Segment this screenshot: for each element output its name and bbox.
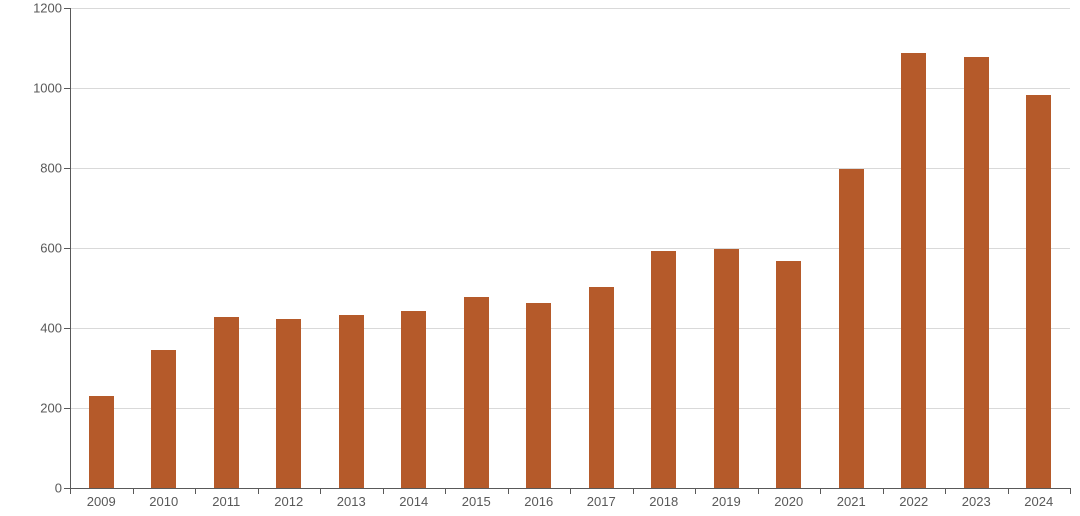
bar	[1026, 95, 1051, 488]
x-tick-label: 2009	[87, 488, 116, 509]
x-tick-label: 2022	[899, 488, 928, 509]
bar	[839, 169, 864, 488]
x-tick-label: 2010	[149, 488, 178, 509]
y-tick-label: 400	[40, 321, 70, 336]
x-axis	[70, 488, 1070, 489]
x-tick-label: 2024	[1024, 488, 1053, 509]
bar	[464, 297, 489, 488]
y-tick-label: 200	[40, 401, 70, 416]
x-tick-label: 2012	[274, 488, 303, 509]
x-tick-label: 2014	[399, 488, 428, 509]
x-tick-mark	[1070, 488, 1071, 494]
y-tick-label: 1000	[33, 81, 70, 96]
x-tick-label: 2020	[774, 488, 803, 509]
x-tick-label: 2018	[649, 488, 678, 509]
bar	[651, 251, 676, 488]
y-tick-label: 600	[40, 241, 70, 256]
x-tick-label: 2021	[837, 488, 866, 509]
x-tick-label: 2015	[462, 488, 491, 509]
bar	[214, 317, 239, 488]
bar	[714, 249, 739, 488]
bar	[964, 57, 989, 488]
bar	[151, 350, 176, 488]
x-tick-label: 2017	[587, 488, 616, 509]
y-tick-label: 1200	[33, 1, 70, 16]
x-tick-label: 2023	[962, 488, 991, 509]
x-tick-label: 2019	[712, 488, 741, 509]
bar	[901, 53, 926, 488]
bar	[776, 261, 801, 488]
x-tick-label: 2016	[524, 488, 553, 509]
gridline	[70, 8, 1070, 9]
bar	[526, 303, 551, 488]
x-tick-label: 2011	[212, 488, 240, 509]
y-axis	[70, 8, 71, 488]
bar	[339, 315, 364, 488]
bar	[276, 319, 301, 488]
y-tick-label: 0	[55, 481, 70, 496]
bar-chart: 0 200 400 600 800 1000 1200 2009 2010 2011 2012 201…	[0, 0, 1080, 516]
bar	[589, 287, 614, 488]
plot-area: 0200400600800100012002009201020112012201…	[70, 8, 1070, 488]
bar	[89, 396, 114, 488]
bar	[401, 311, 426, 488]
x-tick-label: 2013	[337, 488, 366, 509]
y-tick-label: 800	[40, 161, 70, 176]
